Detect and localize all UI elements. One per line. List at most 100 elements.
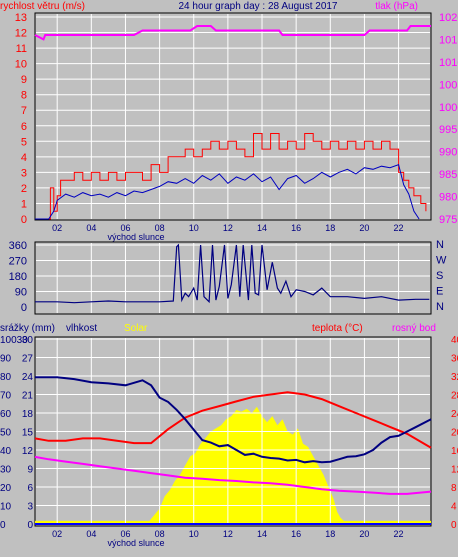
- hour-tick-label: 12: [223, 529, 233, 539]
- wind-speed-tick-label: 9: [21, 74, 27, 86]
- compass-label: W: [436, 255, 447, 267]
- temperature-tick-label: 8: [451, 483, 457, 494]
- hour-tick-label: 16: [291, 223, 301, 233]
- wind-speed-tick-label: 6: [21, 121, 27, 133]
- temperature-tick-label: 20: [451, 428, 458, 439]
- compass-label: N: [436, 301, 444, 313]
- hour-tick-labels-top: 02 04 06 08 10 12 14 16 18 20 22: [52, 223, 403, 233]
- dew-point-label: rosný bod: [392, 323, 436, 334]
- compass-label: S: [436, 270, 443, 282]
- humidity-tick-label: 18: [22, 409, 34, 420]
- hour-tick-label: 18: [325, 529, 335, 539]
- humidity-tick-label: 30: [22, 335, 34, 346]
- rain-tick-label: 0: [0, 520, 6, 531]
- pressure-tick-label: 990: [439, 147, 457, 159]
- wind-gust-line: [35, 133, 427, 220]
- rain-tick-label: 70: [0, 391, 12, 402]
- wind-speed-tick-label: 12: [15, 28, 27, 40]
- hour-tick-label: 02: [52, 223, 62, 233]
- temperature-line: [34, 391, 432, 449]
- humidity-tick-label: 27: [22, 354, 34, 365]
- pressure-tick-label: 1000: [439, 102, 458, 114]
- rain-tick-label: 40: [0, 446, 12, 457]
- humidity-axis-label: vlhkost: [66, 323, 97, 334]
- wind-average-line: [35, 163, 420, 220]
- temperature-tick-label: 0: [451, 520, 457, 531]
- hour-tick-label: 08: [155, 223, 165, 233]
- humidity-tick-label: 0: [27, 520, 33, 531]
- humidity-tick-labels: 0 3 6 9 12 15 18 21 24 27 30: [22, 335, 34, 531]
- temperature-tick-label: 40: [451, 335, 458, 346]
- wind-speed-tick-label: 3: [21, 167, 27, 179]
- hour-tick-label: 14: [257, 223, 267, 233]
- pressure-tick-label: 995: [439, 124, 457, 136]
- humidity-line: [35, 376, 432, 464]
- wind-speed-tick-label: 11: [16, 43, 27, 55]
- pressure-line: [34, 25, 431, 41]
- hour-tick-labels-bottom: 02 04 06 08 10 12 14 16 18 20 22: [52, 529, 403, 539]
- compass-label: N: [436, 239, 444, 251]
- hour-tick-label: 20: [359, 223, 369, 233]
- pressure-tick-label: 975: [439, 214, 457, 226]
- hour-tick-label: 02: [52, 529, 62, 539]
- sunrise-label-top: východ slunce: [107, 232, 164, 242]
- sunrise-label-bottom: východ slunce: [107, 538, 164, 548]
- hour-tick-label: 12: [223, 223, 233, 233]
- temperature-tick-label: 4: [451, 502, 457, 513]
- wind-pressure-series: [34, 25, 431, 220]
- wind-speed-tick-label: 1: [21, 198, 27, 210]
- temperature-tick-label: 36: [451, 354, 458, 365]
- wind-direction-series: [35, 243, 430, 304]
- temperature-tick-label: 16: [451, 446, 458, 457]
- wind-speed-tick-label: 5: [21, 136, 27, 148]
- humidity-tick-label: 6: [27, 483, 33, 494]
- temperature-tick-label: 28: [451, 391, 458, 402]
- rain-tick-label: 90: [0, 354, 12, 365]
- hour-tick-label: 20: [359, 529, 369, 539]
- temperature-axis-label: teplota (°C): [312, 323, 363, 334]
- hour-tick-label: 16: [291, 529, 301, 539]
- wind-direction-tick-label: 90: [15, 287, 27, 299]
- humidity-tick-label: 21: [22, 391, 34, 402]
- hour-tick-label: 22: [394, 223, 404, 233]
- wind-speed-tick-label: 0: [21, 214, 27, 226]
- wind-direction-tick-labels: 0 90 180 270 360: [9, 240, 27, 314]
- humidity-tick-label: 9: [27, 465, 33, 476]
- temperature-series: [34, 376, 432, 525]
- wind-speed-axis-label: rychlost větru (m/s): [0, 1, 85, 12]
- wind-direction-tick-label: 0: [21, 302, 27, 314]
- temperature-tick-labels: 0 4 8 12 16 20 24 28 32 36 40: [451, 335, 458, 531]
- wind-direction-tick-label: 360: [9, 240, 27, 252]
- wind-speed-tick-label: 10: [15, 59, 27, 71]
- rain-tick-label: 10030: [0, 335, 28, 346]
- solar-label: Solar: [124, 323, 148, 334]
- solar-area-fill: [35, 406, 431, 525]
- pressure-tick-label: 985: [439, 169, 457, 181]
- wind-pressure-grid: [36, 14, 430, 219]
- hour-tick-label: 04: [86, 529, 96, 539]
- wind-speed-tick-label: 13: [15, 12, 27, 24]
- pressure-tick-label: 1010: [439, 57, 458, 69]
- wind-speed-tick-label: 4: [21, 152, 27, 164]
- temperature-tick-label: 32: [451, 372, 458, 383]
- dew-point-line: [34, 455, 432, 495]
- pressure-tick-label: 980: [439, 192, 457, 204]
- wind-direction-tick-label: 270: [9, 256, 27, 268]
- hour-tick-label: 04: [86, 223, 96, 233]
- wind-speed-tick-label: 7: [21, 105, 27, 117]
- temperature-tick-label: 12: [451, 465, 458, 476]
- rain-tick-label: 30: [0, 465, 12, 476]
- hour-tick-label: 08: [155, 529, 165, 539]
- humidity-tick-label: 24: [22, 372, 34, 383]
- temperature-tick-label: 24: [451, 409, 458, 420]
- hour-tick-label: 06: [120, 529, 130, 539]
